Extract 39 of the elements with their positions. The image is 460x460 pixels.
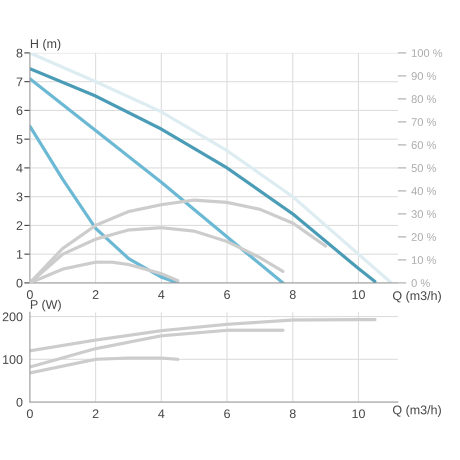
x-tick-label: 10 — [352, 409, 365, 418]
x-tick-label: 0 — [26, 409, 33, 418]
y-tick-label: 8 — [16, 48, 22, 58]
y2-tick-label: 90 % — [412, 72, 436, 80]
y2-tick-label: 0 % — [412, 279, 430, 288]
y2-tick-label: 40 % — [411, 187, 436, 196]
y2-tick-label: 20 % — [412, 233, 436, 242]
y-tick-label: 0 — [16, 278, 22, 288]
y-tick-label: 3 — [16, 192, 22, 202]
y-tick-label: 1 — [16, 250, 22, 259]
y-tick-label: 0 — [16, 398, 22, 407]
x-axis-title: Q (m3/h) — [392, 405, 441, 417]
x-axis-title: Q (m3/h) — [392, 290, 441, 303]
y-tick-label: 100 — [3, 355, 22, 364]
x-tick-label: 2 — [92, 409, 98, 418]
y2-tick-label: 10 % — [412, 256, 436, 264]
y-axis-title: P (W) — [30, 300, 61, 312]
x-tick-label: 8 — [290, 409, 296, 418]
x-tick-label: 8 — [290, 290, 296, 300]
y-tick-label: 7 — [16, 78, 22, 86]
x-tick-label: 6 — [224, 290, 230, 300]
y-tick-label: 200 — [2, 312, 22, 322]
y2-tick-label: 70 % — [412, 118, 436, 126]
y2-tick-label: 30 % — [412, 210, 436, 218]
y2-tick-label: 80 % — [412, 95, 436, 104]
x-tick-label: 2 — [92, 290, 98, 299]
x-tick-label: 6 — [224, 409, 230, 418]
x-tick-label: 4 — [158, 409, 164, 418]
y2-tick-label: 60 % — [412, 141, 436, 150]
y-axis-title: H (m) — [30, 38, 60, 51]
x-tick-label: 10 — [352, 290, 365, 300]
y-tick-label: 6 — [16, 106, 22, 116]
y-tick-label: 4 — [16, 164, 23, 172]
y-tick-label: 2 — [16, 221, 22, 230]
y2-tick-label: 100 % — [412, 49, 442, 58]
x-tick-label: 0 — [26, 290, 33, 300]
y2-tick-label: 50 % — [412, 164, 436, 172]
x-tick-label: 4 — [158, 290, 164, 299]
y-tick-label: 5 — [16, 135, 22, 144]
